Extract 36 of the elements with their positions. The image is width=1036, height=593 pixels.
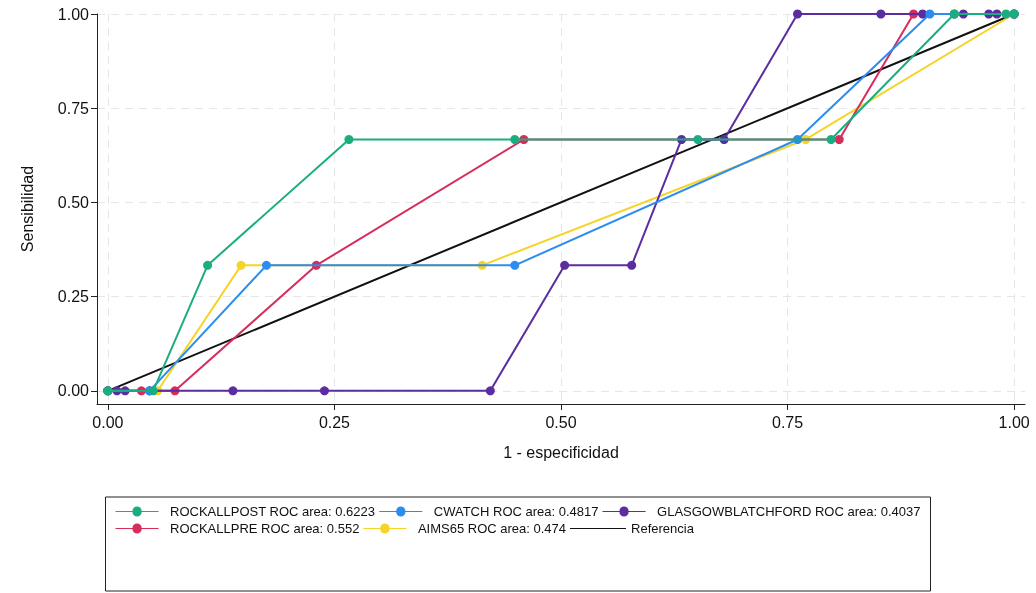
legend-label: CWATCH ROC area: 0.4817	[433, 504, 599, 519]
legend-label: AIMS65 ROC area: 0.474	[417, 521, 567, 536]
point	[319, 386, 329, 396]
point	[510, 260, 520, 270]
point	[925, 9, 935, 19]
x-tick-label: 0.25	[318, 413, 351, 431]
y-tick-label: 0.25	[57, 288, 90, 306]
x-axis-title: 1 - especificidad	[503, 443, 619, 461]
point	[793, 9, 803, 19]
point	[261, 260, 271, 270]
point	[485, 386, 495, 396]
y-tick-label: 0.00	[57, 382, 90, 400]
point	[228, 386, 238, 396]
x-tick-label: 0.00	[92, 413, 124, 431]
x-tick-label: 0.75	[771, 413, 804, 431]
legend-label: Referencia	[631, 521, 695, 536]
point	[236, 260, 246, 270]
point	[876, 9, 886, 19]
point	[560, 260, 570, 270]
point	[203, 260, 213, 270]
legend-label: ROCKALLPRE ROC area: 0.552	[170, 521, 360, 536]
y-tick-label: 0.50	[57, 193, 90, 211]
x-tick-label: 1.00	[998, 413, 1030, 431]
y-tick-label: 1.00	[57, 5, 90, 23]
x-tick-label: 0.50	[545, 413, 577, 431]
point	[510, 134, 520, 144]
y-tick-label: 0.75	[57, 99, 90, 117]
point	[1001, 9, 1011, 19]
point	[627, 260, 637, 270]
point	[693, 134, 703, 144]
point	[834, 134, 844, 144]
y-axis-title: Sensibilidad	[18, 165, 36, 253]
point	[344, 134, 354, 144]
legend-label: ROCKALLPOST ROC area: 0.6223	[170, 504, 376, 519]
legend-label: GLASGOWBLATCHFORD ROC area: 0.4037	[657, 504, 921, 519]
point	[826, 134, 836, 144]
